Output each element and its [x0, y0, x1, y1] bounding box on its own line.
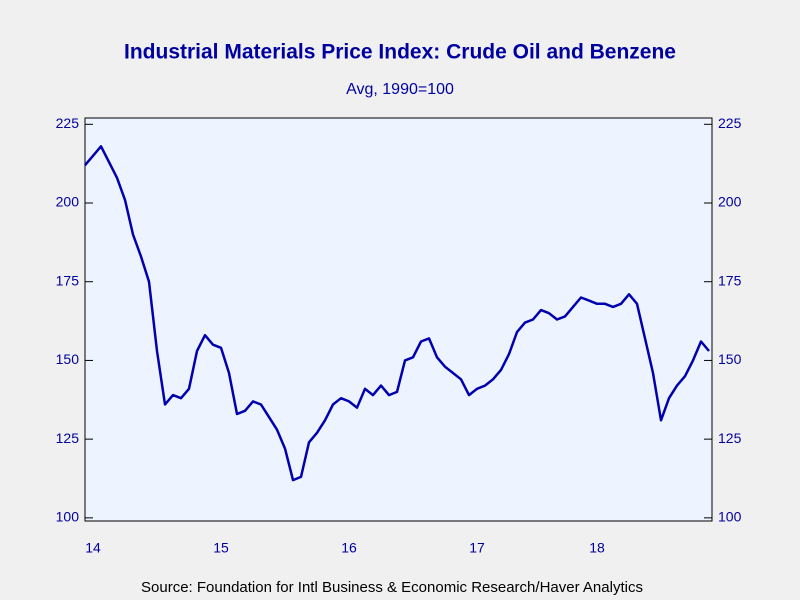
- data-line: [84, 145, 710, 482]
- y-tick-label: 100: [56, 509, 80, 525]
- source-note: Source: Foundation for Intl Business & E…: [141, 579, 643, 596]
- x-tick-label: 18: [589, 540, 605, 556]
- x-tick-label: 15: [213, 540, 229, 556]
- y2-tick-label: 200: [718, 194, 742, 210]
- y2-tick-label: 225: [718, 115, 742, 131]
- y-tick-label: 175: [56, 272, 80, 288]
- y-tick-label: 200: [56, 194, 80, 210]
- y-tick-label: 125: [56, 430, 80, 446]
- y2-tick-label: 175: [718, 272, 742, 288]
- y-tick-label: 150: [56, 351, 80, 367]
- x-tick-label: 14: [85, 540, 101, 556]
- x-tick-label: 17: [469, 540, 485, 556]
- y2-tick-label: 150: [718, 351, 742, 367]
- y-tick-label: 225: [56, 115, 80, 131]
- chart-title: Industrial Materials Price Index: Crude …: [124, 41, 676, 64]
- x-tick-label: 16: [341, 540, 357, 556]
- plot-area: [84, 117, 713, 522]
- y2-tick-label: 100: [718, 509, 742, 525]
- chart-subtitle: Avg, 1990=100: [346, 81, 454, 98]
- y2-tick-label: 125: [718, 430, 742, 446]
